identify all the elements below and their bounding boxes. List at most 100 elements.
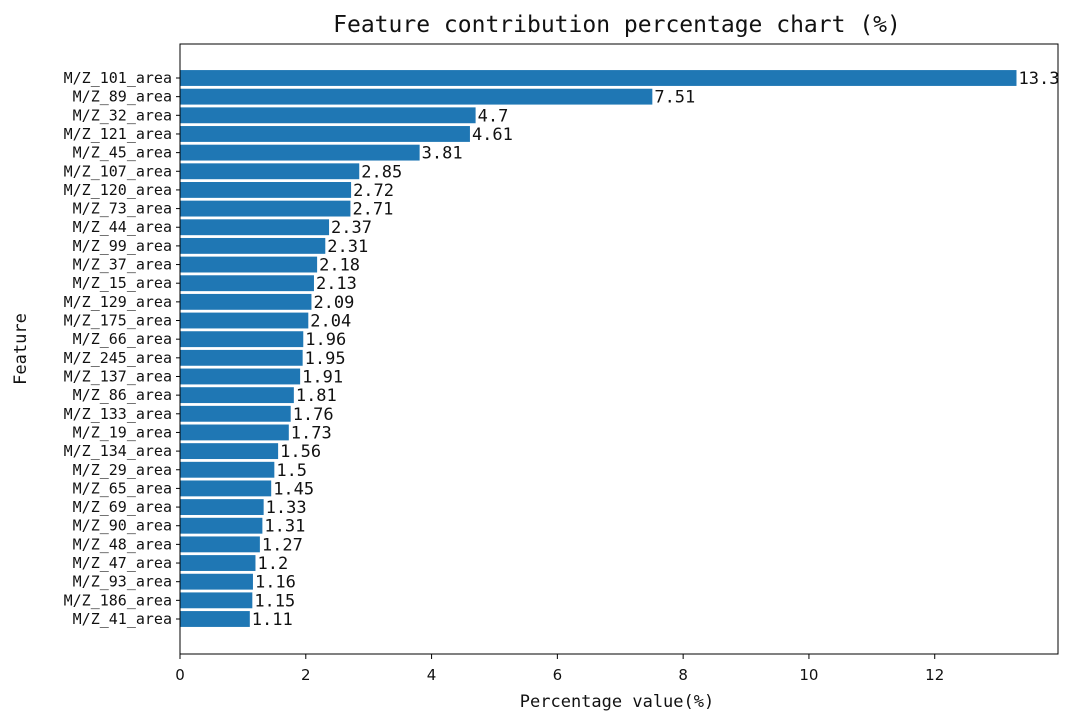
data-label-21: 1.5 [276,461,307,481]
y-tick-label-28: M/Z_186_area [64,591,172,609]
data-label-2: 4.7 [478,106,509,126]
y-tick-label-15: M/Z_245_area [64,349,172,367]
y-tick-label-18: M/Z_133_area [64,405,172,423]
bar-21 [180,461,275,478]
bar-23 [180,499,264,515]
y-tick-label-16: M/Z_137_area [64,367,172,385]
bar-26 [180,555,256,571]
x-tick-label-2: 4 [427,666,437,684]
data-label-9: 2.31 [327,237,368,257]
y-tick-label-3: M/Z_121_area [64,125,172,143]
y-tick-label-12: M/Z_129_area [64,293,172,311]
data-label-25: 1.27 [262,535,303,555]
bar-27 [180,573,253,590]
plot-frame [179,43,1059,655]
bar-29 [180,611,250,627]
y-tick-label-25: M/Z_48_area [73,535,172,553]
bars-group: 13.37.514.74.613.812.852.722.712.372.312… [180,69,1059,630]
chart-title: Feature contribution percentage chart (%… [333,12,901,38]
bar-12 [180,293,312,310]
x-tick-label-5: 10 [799,666,818,684]
y-tick-label-24: M/Z_90_area [73,517,172,535]
y-tick-label-4: M/Z_45_area [73,144,172,162]
data-label-5: 2.85 [361,162,402,182]
y-tick-label-5: M/Z_107_area [64,162,172,180]
data-label-16: 1.91 [302,367,343,387]
data-label-10: 2.18 [319,256,360,276]
bar-10 [180,256,318,273]
y-tick-label-23: M/Z_69_area [73,498,172,516]
x-axis-label: Percentage value(%) [520,692,714,712]
data-label-11: 2.13 [316,274,357,294]
data-label-15: 1.95 [305,349,346,369]
bar-9 [180,237,326,254]
x-tick-label-3: 6 [553,666,563,684]
y-tick-label-0: M/Z_101_area [64,69,172,87]
bar-4 [180,144,420,161]
data-label-6: 2.72 [353,181,394,201]
y-tick-label-22: M/Z_65_area [73,479,172,497]
data-label-17: 1.81 [296,386,337,406]
y-tick-label-7: M/Z_73_area [73,200,172,218]
y-tick-label-20: M/Z_134_area [64,442,172,460]
bar-22 [180,480,272,497]
y-tick-label-2: M/Z_32_area [73,106,172,124]
y-tick-label-26: M/Z_47_area [73,554,172,572]
bar-3 [180,126,470,142]
bar-11 [180,275,314,292]
data-label-13: 2.04 [310,312,351,332]
data-label-22: 1.45 [273,479,314,499]
bar-16 [180,368,301,385]
y-tick-label-9: M/Z_99_area [73,237,172,255]
y-tick-label-29: M/Z_41_area [73,610,172,628]
y-tick-label-6: M/Z_120_area [64,181,172,199]
x-tick-label-1: 2 [301,666,311,684]
bar-19 [180,424,289,441]
y-tick-label-11: M/Z_15_area [73,274,172,292]
data-label-29: 1.11 [252,610,293,630]
x-tick-label-6: 12 [925,666,944,684]
data-label-20: 1.56 [280,442,321,462]
bar-0 [180,70,1017,86]
data-label-12: 2.09 [313,293,354,313]
data-label-26: 1.2 [257,554,288,574]
data-label-14: 1.96 [305,330,346,350]
bar-5 [180,163,360,180]
y-tick-label-13: M/Z_175_area [64,312,172,330]
bar-24 [180,517,263,534]
bar-7 [180,200,351,217]
y-axis-label: Feature [11,313,31,385]
data-label-23: 1.33 [266,498,307,518]
x-tick-label-0: 0 [175,666,185,684]
y-tick-label-8: M/Z_44_area [73,218,172,236]
x-ticks: 0 2 4 6 8 10 12 [175,654,944,684]
y-tick-label-21: M/Z_29_area [73,461,172,479]
bar-14 [180,331,304,348]
bar-15 [180,349,303,366]
data-label-8: 2.37 [331,218,372,238]
data-label-27: 1.16 [255,573,296,593]
y-tick-label-19: M/Z_19_area [73,423,172,441]
data-label-1: 7.51 [654,88,695,108]
y-tick-label-27: M/Z_93_area [73,573,172,591]
data-label-18: 1.76 [293,405,334,425]
y-tick-label-17: M/Z_86_area [73,386,172,404]
data-label-4: 3.81 [422,144,463,164]
x-tick-label-4: 8 [678,666,688,684]
data-label-28: 1.15 [254,591,295,611]
y-tick-label-14: M/Z_66_area [73,330,172,348]
bar-13 [180,312,309,329]
y-tick-label-10: M/Z_37_area [73,256,172,274]
bar-17 [180,387,294,404]
y-tick-labels: M/Z_101_areaM/Z_89_areaM/Z_32_areaM/Z_12… [64,69,180,628]
data-label-0: 13.3 [1018,69,1059,89]
data-label-3: 4.61 [472,125,513,145]
bar-6 [180,182,352,198]
bar-20 [180,443,279,460]
data-label-24: 1.31 [264,517,305,537]
bar-28 [180,592,253,609]
bar-2 [180,107,476,124]
bar-18 [180,405,291,422]
